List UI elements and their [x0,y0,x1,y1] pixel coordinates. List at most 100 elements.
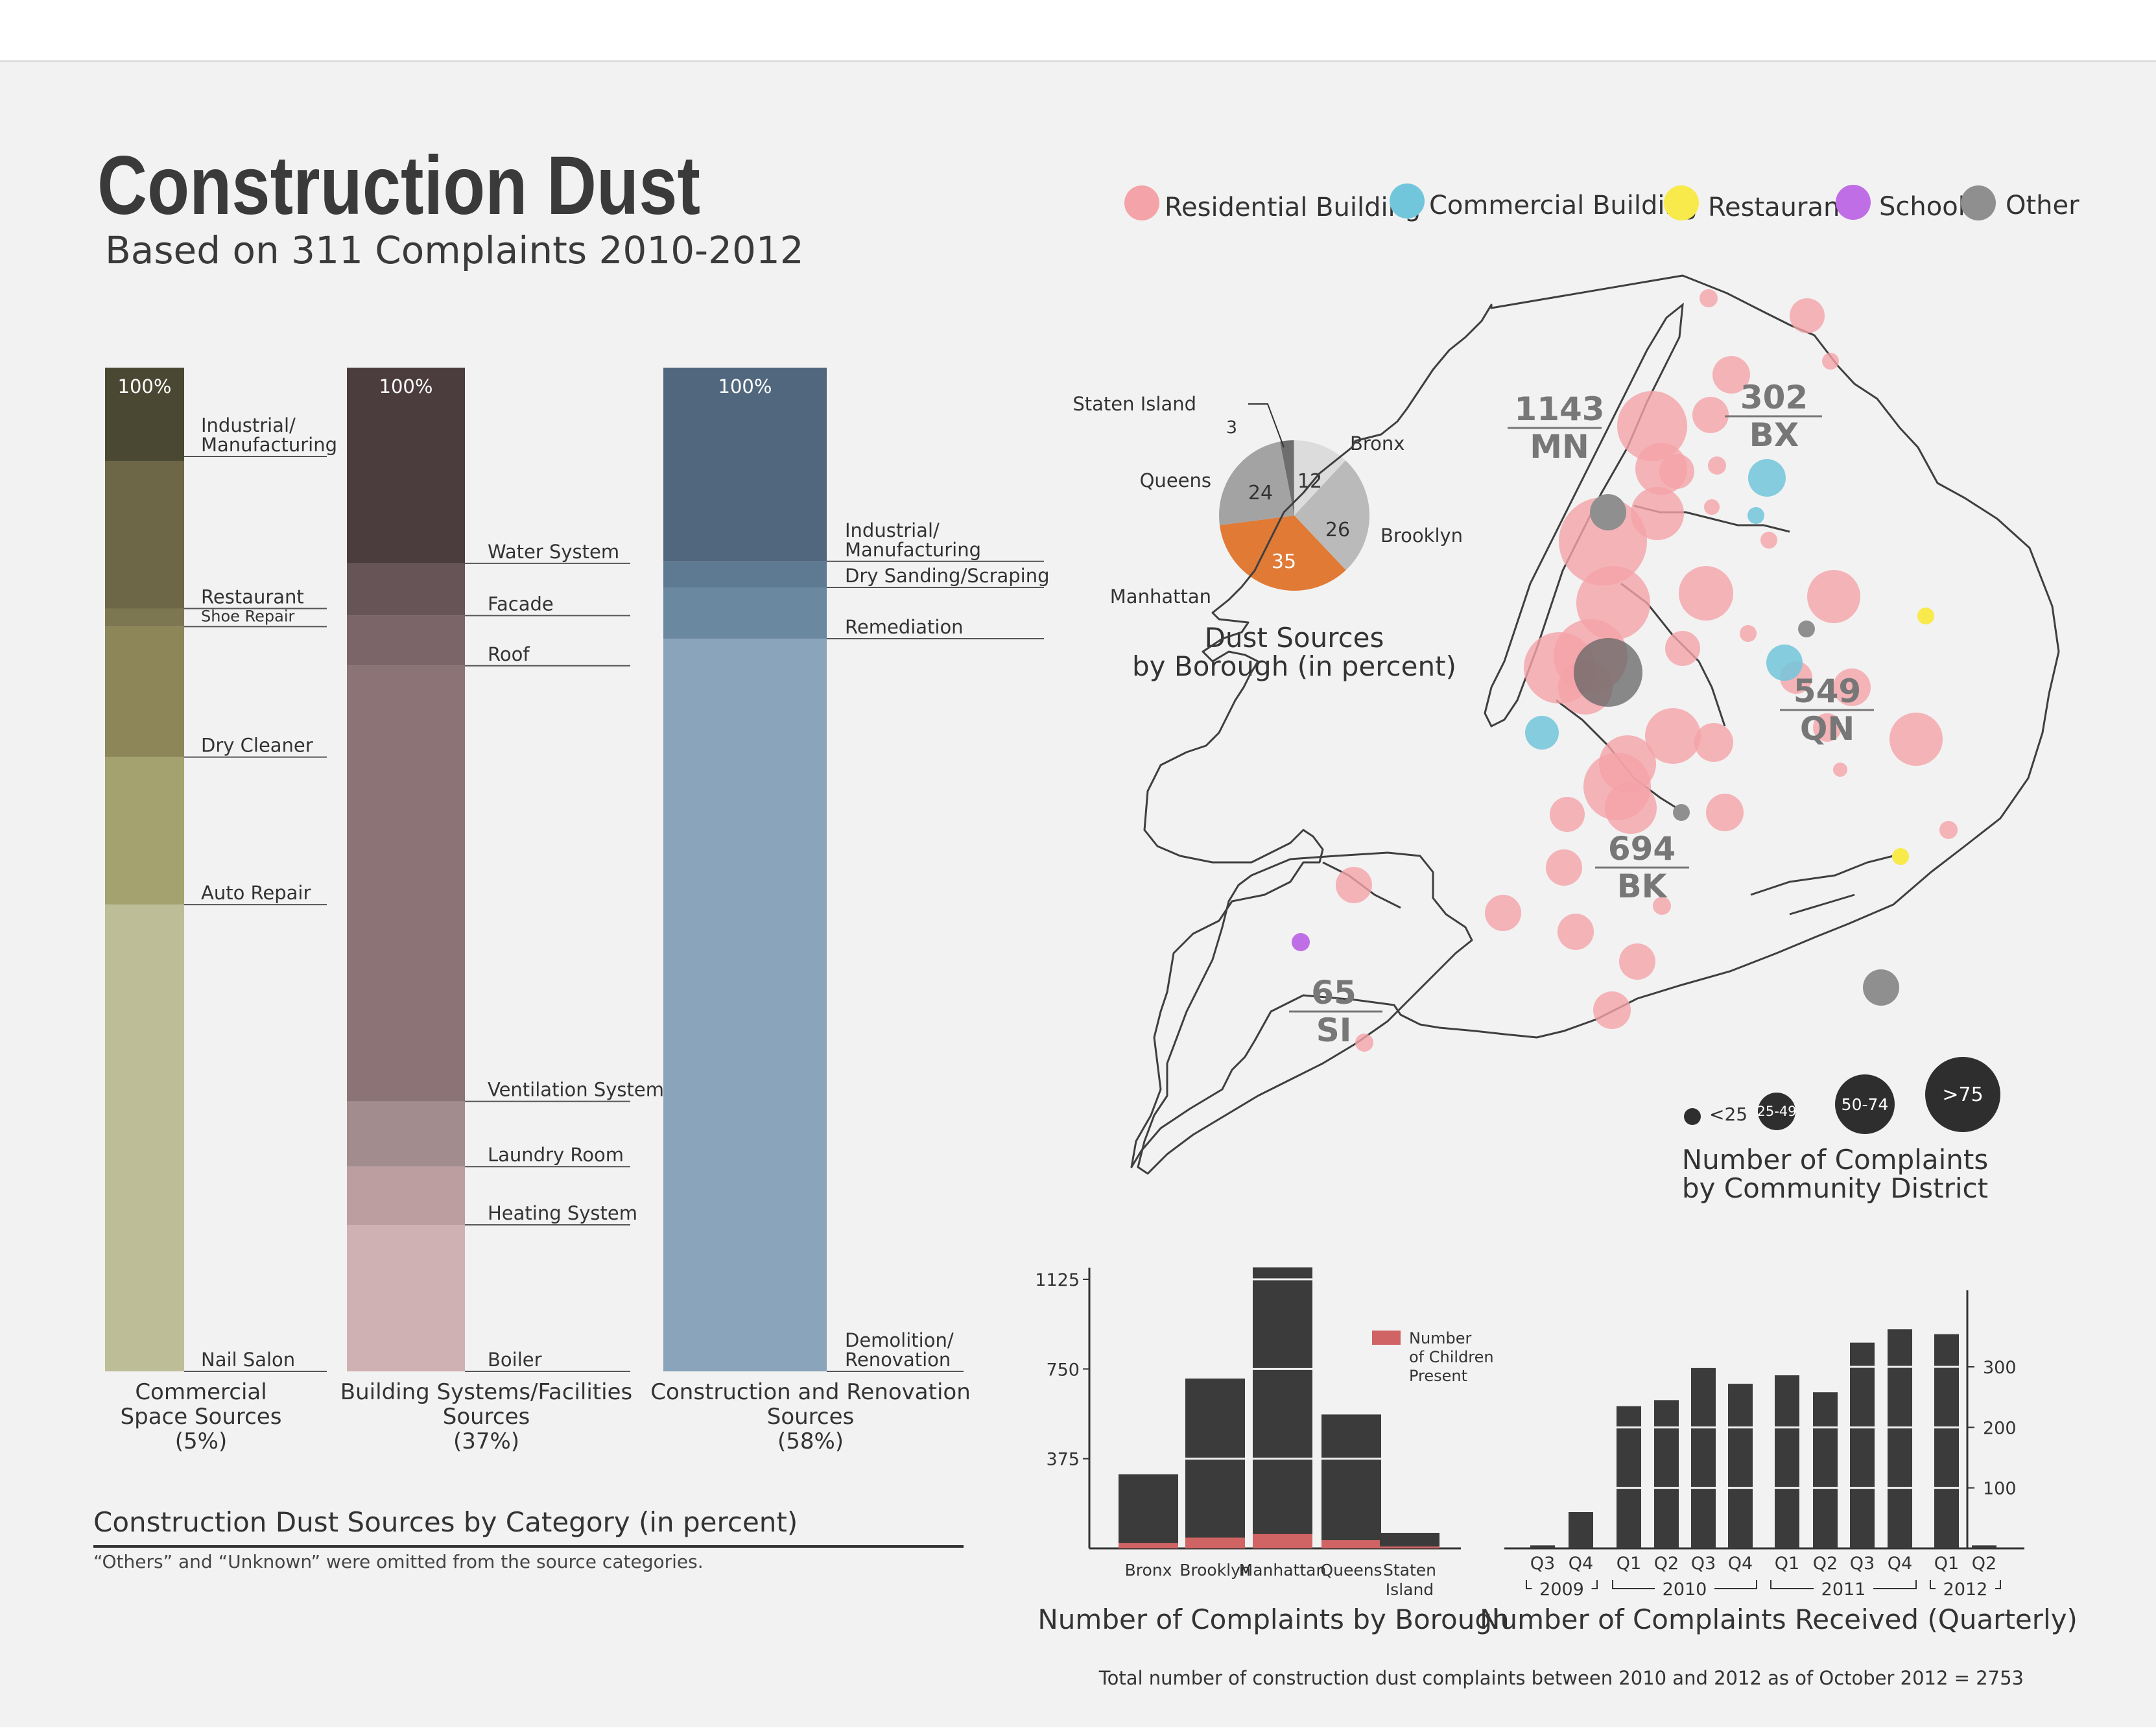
borough-count-si: 65 [1311,974,1356,1012]
segment-label-boiler: Boiler [488,1349,542,1371]
borough-children-bar-queens [1321,1540,1381,1548]
page-subtitle: Based on 311 Complaints 2010-2012 [105,228,804,272]
map-bubble [1665,631,1700,666]
stack-segment-industrial-manufacturing [105,368,184,461]
quarterly-ytick-label: 300 [1983,1358,2017,1378]
size-legend-dot-lt25 [1684,1108,1701,1125]
year-bracket-left [1770,1580,1814,1589]
map-bubble [1892,848,1909,865]
map-bubble [1706,794,1744,831]
quarterly-bar-10 [1934,1334,1959,1548]
segment-label-laundry-room: Laundry Room [488,1144,624,1166]
borough-count-bk: 694 [1608,830,1676,868]
legend-dot-restaurant [1664,185,1699,220]
map-bubble [1659,454,1694,489]
quarterly-bar-11 [1972,1545,1996,1548]
map-outline-staten-island [1137,851,1473,1175]
legend-dot-residential [1124,185,1159,220]
borough-ytick-label: 750 [1046,1360,1080,1380]
stack-segment-water-system [347,368,465,563]
year-bracket-right [1995,1580,2001,1589]
year-label-2009: 2009 [1539,1580,1584,1600]
segment-label-industrial-manufacturing: Industrial/Manufacturing [201,414,337,456]
bubble-size-legend: <25 25-49 50-74 >75 [1684,1057,2000,1134]
borough-abbr-mn: MN [1530,428,1589,466]
segment-label-water-system: Water System [488,541,619,563]
map-bubble [1593,991,1631,1029]
quarterly-bar-0 [1530,1545,1555,1548]
quarterly-bar-7 [1813,1392,1838,1548]
children-legend-swatch [1372,1331,1401,1345]
borough-bar-bronx [1119,1474,1178,1548]
map-bubble [1525,716,1559,750]
legend-label-commercial: Commercial Building [1429,191,1698,220]
map-bubble [1708,456,1726,475]
map-bubble [1833,669,1871,706]
borough-children-bar-manhattan [1253,1533,1312,1548]
pie-label-brooklyn: Brooklyn [1380,525,1463,547]
borough-abbr-qn: QN [1800,710,1854,748]
size-legend-title: Number of Complaints by Community Distric… [1682,1144,1989,1204]
segment-label-facade: Facade [488,593,554,615]
year-label-2012: 2012 [1943,1580,1988,1600]
map-bubble [1292,933,1310,951]
segment-label-remediation: Remediation [845,616,964,638]
borough-category-label-brooklyn: Brooklyn [1179,1561,1251,1580]
borough-count-bx: 302 [1740,379,1808,416]
page-title: Construction Dust [97,139,700,232]
legend-dot-other [1961,185,1996,220]
segment-label-nail-salon: Nail Salon [201,1349,295,1371]
borough-chart-title: Number of Complaints by Borough [1037,1604,1509,1635]
borough-ytick-label: 375 [1046,1450,1080,1470]
legend-label-restaurant: Restaurant [1708,193,1850,222]
year-bracket-right [1873,1580,1917,1589]
stack-segment-dry-cleaner [105,626,184,757]
quarterly-category-label: Q1 [1934,1554,1959,1574]
quarterly-category-label: Q2 [1813,1554,1838,1574]
quarterly-category-label: Q1 [1775,1554,1799,1574]
pie-value-staten-island: 3 [1226,418,1237,438]
legend-label-school: School [1879,192,1965,222]
map-bubble [1617,391,1687,461]
map-bubble [1559,497,1647,586]
size-legend-label-lt25: <25 [1709,1104,1747,1125]
borough-bar-manhattan [1253,1267,1312,1548]
map-bubble [1822,353,1839,370]
quarterly-category-label: Q2 [1972,1554,1996,1574]
segment-label-dry-cleaner: Dry Cleaner [201,735,313,757]
pie-value-queens: 24 [1248,482,1273,504]
map-bubble [1355,1034,1373,1052]
map-bubble [1546,849,1582,886]
pie-leader-staten-island [1248,403,1285,448]
borough-bar-queens [1321,1414,1381,1548]
stack-segment-laundry-room [347,1101,465,1167]
quarterly-category-label: Q4 [1728,1554,1753,1574]
segment-label-roof: Roof [488,643,530,665]
stack-segment-boiler [347,1224,465,1371]
segment-label-auto-repair: Auto Repair [201,882,311,904]
borough-ytick-label: 1125 [1035,1270,1080,1290]
quarterly-bar-6 [1775,1375,1799,1548]
borough-children-bar-bronx [1119,1543,1178,1548]
map-bubble [1766,645,1803,681]
quarterly-category-label: Q3 [1850,1554,1875,1574]
map-bubble [1619,943,1655,980]
map-bubble [1653,897,1671,915]
size-legend-dot-50-74 [1835,1074,1895,1134]
stack-segment-dry-sanding-scraping [663,561,827,588]
pie-label-queens: Queens [1140,469,1211,491]
segment-label-demolition-renovation: Demolition/Renovation [845,1329,954,1371]
size-legend-dot-25-49 [1758,1093,1795,1130]
quarterly-category-label: Q2 [1654,1554,1679,1574]
size-legend-label-50-74: 50-74 [1842,1095,1889,1114]
map-outline-manhattan-bronx-queens-brooklyn [1130,274,2060,1168]
quarterly-category-label: Q3 [1530,1554,1555,1574]
pie-label-manhattan: Manhattan [1110,586,1211,608]
stack-top-label: 100% [718,375,772,397]
segment-label-shoe-repair: Shoe Repair [201,607,294,625]
pie-slice-queens [1219,442,1294,525]
map-bubble [1889,713,1943,766]
